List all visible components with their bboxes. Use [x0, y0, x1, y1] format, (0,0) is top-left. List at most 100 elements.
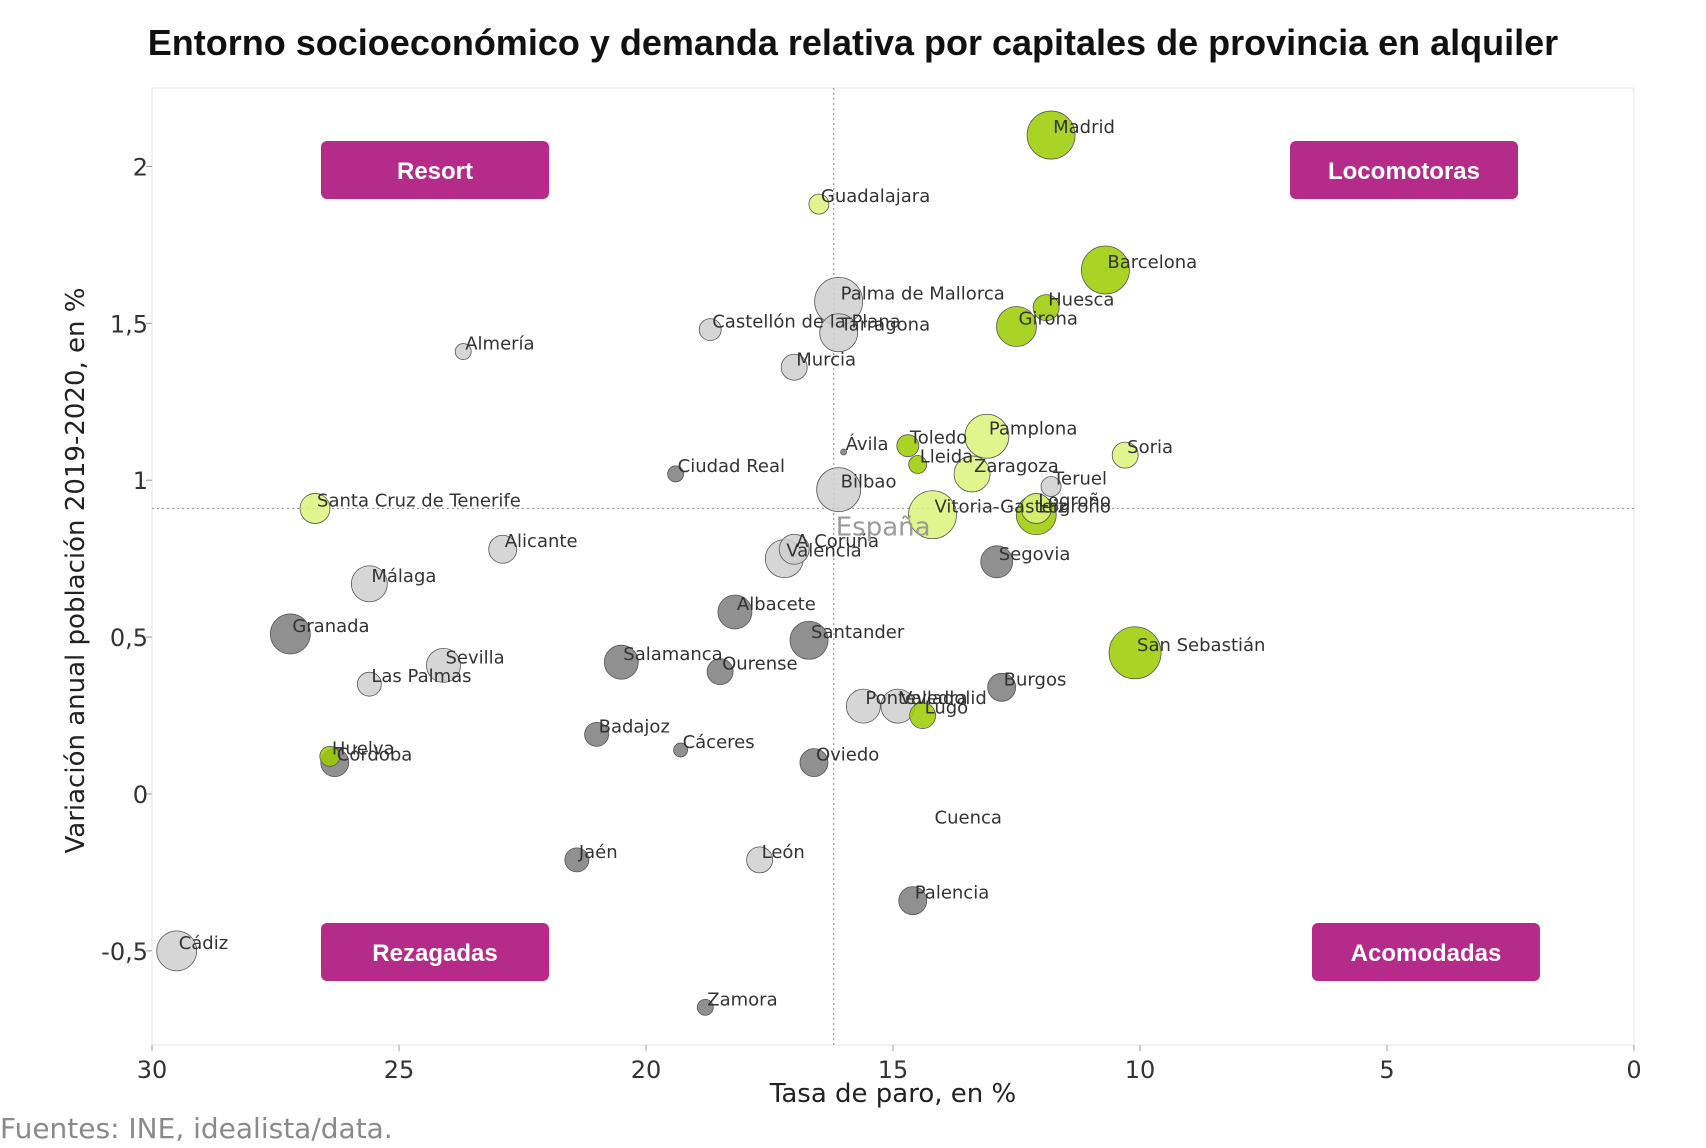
data-point — [799, 748, 829, 778]
point-label: Badajoz — [599, 716, 670, 737]
point-label: Segovia — [999, 544, 1071, 565]
point-label: Bilbao — [841, 472, 897, 493]
point-label: Las Palmas — [371, 666, 471, 687]
reference-label: España — [836, 512, 931, 542]
point-label: Burgos — [1004, 669, 1067, 690]
point-label: Zaragoza — [974, 456, 1059, 477]
x-tick-label: 25 — [384, 1056, 415, 1084]
point-label: Lugo — [925, 698, 969, 719]
y-tick-label: 1 — [133, 467, 148, 495]
point-label: Soria — [1127, 437, 1173, 458]
data-point — [909, 702, 937, 729]
data-point — [996, 306, 1037, 347]
data-point — [299, 493, 331, 524]
point-label: Valladolid — [900, 688, 987, 709]
data-point — [454, 343, 472, 360]
chart-title: Entorno socioeconómico y demanda relativ… — [147, 22, 1559, 63]
data-point — [269, 613, 311, 655]
data-point — [845, 688, 881, 724]
point-label: Toledo — [909, 428, 967, 449]
data-point — [667, 465, 685, 483]
data-point — [816, 467, 862, 513]
data-point — [356, 671, 382, 697]
point-label: Huelva — [332, 738, 395, 759]
data-point — [564, 847, 590, 873]
x-tick-label: 20 — [631, 1056, 662, 1084]
point-label: Cádiz — [179, 933, 228, 954]
data-point — [896, 434, 920, 458]
data-point — [980, 545, 1014, 579]
point-label: Jaén — [578, 842, 618, 863]
quadrant-label-acomodadas: Acomodadas — [1351, 940, 1502, 967]
data-point — [156, 930, 198, 972]
data-point — [746, 846, 774, 874]
data-point — [698, 318, 722, 342]
data-point — [898, 886, 928, 916]
data-point — [488, 534, 518, 564]
point-label: Cuenca — [935, 807, 1002, 828]
data-point — [717, 594, 753, 630]
y-axis-title: Variación anual población 2019-2020, en … — [61, 288, 91, 854]
x-tick-label: 0 — [1626, 1056, 1641, 1084]
x-axis-title: Tasa de paro, en % — [769, 1079, 1016, 1109]
point-label: Pontevedra — [865, 688, 967, 709]
point-label: Barcelona — [1107, 252, 1197, 273]
y-tick-label: -0,5 — [101, 938, 148, 966]
data-point — [319, 745, 341, 767]
point-label: Madrid — [1053, 117, 1115, 138]
data-point — [426, 647, 461, 683]
point-label: Almería — [465, 334, 534, 355]
data-point — [350, 565, 388, 603]
data-point — [780, 353, 808, 381]
y-tick-label: 2 — [133, 153, 148, 181]
point-label: Albacete — [737, 594, 816, 615]
point-label: Cáceres — [683, 732, 755, 753]
point-label: Palma de Mallorca — [841, 283, 1005, 304]
point-label: Castellón de la Plana — [712, 312, 901, 333]
data-point — [840, 448, 847, 456]
data-point — [673, 742, 688, 758]
data-point — [603, 644, 639, 680]
data-point — [1111, 441, 1139, 469]
quadrant-box-resort — [321, 141, 549, 199]
data-point — [908, 455, 928, 474]
source-note: Fuentes: INE, idealista/data. — [0, 1112, 393, 1145]
point-label: Logroño — [1038, 490, 1111, 511]
x-tick-label: 30 — [137, 1056, 168, 1084]
quadrant-label-rezagadas: Rezagadas — [372, 940, 497, 967]
y-tick-label: 0,5 — [110, 624, 148, 652]
point-label: A Coruña — [796, 531, 879, 552]
x-tick-label: 5 — [1379, 1056, 1394, 1084]
point-label: León — [762, 842, 805, 863]
data-point — [706, 658, 734, 686]
data-point — [1081, 245, 1130, 295]
data-point — [987, 672, 1017, 702]
point-label: Salamanca — [623, 644, 722, 665]
x-tick-label: 10 — [1125, 1056, 1156, 1084]
point-label: Murcia — [796, 349, 856, 370]
point-label: Santa Cruz de Tenerife — [317, 490, 521, 511]
point-label: Ciudad Real — [678, 456, 785, 477]
point-label: Málaga — [371, 566, 436, 587]
point-label: Lleida — [920, 447, 974, 468]
quadrant-box-locomotoras — [1290, 141, 1518, 199]
quadrant-label-locomotoras: Locomotoras — [1328, 158, 1480, 185]
point-label: San Sebastián — [1137, 635, 1265, 656]
point-label: Oviedo — [816, 745, 879, 766]
data-point — [808, 193, 830, 215]
point-label: Guadalajara — [821, 186, 930, 207]
point-label: Huesca — [1048, 290, 1114, 311]
data-point — [908, 490, 957, 540]
x-tick-label: 15 — [878, 1056, 909, 1084]
data-point — [1040, 476, 1062, 497]
point-label: Córdoba — [337, 745, 413, 766]
point-label: Pamplona — [989, 418, 1078, 439]
data-point — [953, 455, 991, 493]
point-label: Valencia — [786, 541, 861, 562]
plot-area — [151, 87, 1635, 1046]
point-label: Ávila — [846, 433, 889, 455]
point-label: Palencia — [915, 883, 990, 904]
point-label: Sevilla — [445, 647, 504, 668]
y-tick-label: 1,5 — [110, 310, 148, 338]
